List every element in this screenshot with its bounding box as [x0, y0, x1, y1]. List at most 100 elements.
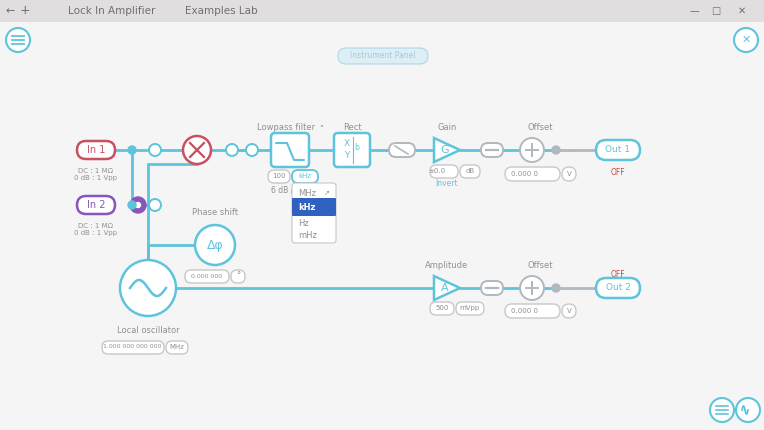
Circle shape	[520, 276, 544, 300]
Circle shape	[736, 398, 760, 422]
FancyBboxPatch shape	[596, 278, 640, 298]
Text: Out 2: Out 2	[606, 283, 630, 292]
FancyBboxPatch shape	[430, 165, 458, 178]
Text: Amplitude: Amplitude	[426, 261, 468, 270]
FancyBboxPatch shape	[481, 281, 503, 295]
FancyBboxPatch shape	[102, 341, 164, 354]
Text: dB: dB	[465, 168, 474, 174]
Text: DC : 1 MΩ: DC : 1 MΩ	[79, 223, 114, 229]
Text: 0.000 0: 0.000 0	[512, 308, 539, 314]
FancyBboxPatch shape	[596, 140, 640, 160]
Text: kHz: kHz	[299, 173, 312, 179]
Circle shape	[6, 28, 30, 52]
Circle shape	[246, 144, 258, 156]
Text: ±0.0: ±0.0	[429, 168, 445, 174]
Text: Phase shift: Phase shift	[192, 208, 238, 217]
Circle shape	[552, 146, 560, 154]
FancyBboxPatch shape	[292, 198, 336, 216]
Circle shape	[183, 136, 211, 164]
Text: In 2: In 2	[87, 200, 105, 210]
FancyBboxPatch shape	[505, 304, 560, 318]
FancyBboxPatch shape	[292, 183, 336, 243]
Text: Gain: Gain	[437, 123, 457, 132]
Circle shape	[710, 398, 734, 422]
Text: A: A	[441, 283, 448, 293]
FancyBboxPatch shape	[334, 133, 370, 167]
Text: 1.000 000 000 000: 1.000 000 000 000	[103, 344, 161, 350]
FancyBboxPatch shape	[389, 143, 415, 157]
Text: 0 dB : 1 Vpp: 0 dB : 1 Vpp	[75, 175, 118, 181]
Text: Instrument Panel: Instrument Panel	[350, 52, 416, 61]
FancyBboxPatch shape	[268, 170, 290, 183]
Text: Lock In Amplifier: Lock In Amplifier	[68, 6, 155, 16]
Text: 100: 100	[272, 173, 286, 179]
FancyBboxPatch shape	[77, 196, 115, 214]
FancyBboxPatch shape	[481, 143, 503, 157]
Text: Offset: Offset	[527, 123, 552, 132]
Text: 0.000 000: 0.000 000	[192, 273, 222, 279]
Text: □: □	[711, 6, 720, 16]
FancyBboxPatch shape	[166, 341, 188, 354]
Text: Rect: Rect	[343, 123, 361, 132]
Text: In 1: In 1	[87, 145, 105, 155]
Text: mHz: mHz	[298, 231, 317, 240]
Text: 0.000 0: 0.000 0	[512, 171, 539, 177]
FancyBboxPatch shape	[231, 270, 245, 283]
Text: G: G	[441, 145, 449, 155]
FancyBboxPatch shape	[77, 141, 115, 159]
Text: OFF: OFF	[610, 168, 625, 177]
Text: DC : 1 MΩ: DC : 1 MΩ	[79, 168, 114, 174]
Text: OFF: OFF	[610, 270, 625, 279]
Circle shape	[552, 284, 560, 292]
Text: mVpp: mVpp	[460, 305, 480, 311]
Text: —: —	[689, 6, 699, 16]
Circle shape	[130, 197, 146, 213]
Text: Examples Lab: Examples Lab	[185, 6, 257, 16]
Text: V: V	[567, 171, 571, 177]
Circle shape	[734, 28, 758, 52]
Text: X: X	[344, 139, 350, 148]
Circle shape	[135, 203, 141, 208]
Circle shape	[128, 146, 136, 154]
Circle shape	[520, 138, 544, 162]
Text: 6 dB /: 6 dB /	[271, 185, 293, 194]
FancyBboxPatch shape	[292, 170, 318, 183]
Text: MHz: MHz	[170, 344, 184, 350]
Text: Invert: Invert	[435, 178, 458, 187]
FancyBboxPatch shape	[338, 48, 428, 64]
Circle shape	[195, 225, 235, 265]
FancyBboxPatch shape	[456, 302, 484, 315]
Text: ✕: ✕	[738, 6, 746, 16]
Text: Lowpass filter  ᵃ: Lowpass filter ᵃ	[257, 123, 323, 132]
Text: ←: ←	[5, 6, 15, 16]
Text: Δφ: Δφ	[206, 239, 223, 252]
FancyBboxPatch shape	[430, 302, 454, 315]
Circle shape	[149, 199, 161, 211]
Text: ✕: ✕	[741, 35, 751, 45]
Text: MHz: MHz	[298, 188, 316, 197]
Text: b: b	[354, 144, 359, 153]
FancyBboxPatch shape	[185, 270, 229, 283]
Text: Out 1: Out 1	[606, 145, 630, 154]
Text: Y: Y	[345, 151, 350, 160]
Circle shape	[226, 144, 238, 156]
Text: Local oscillator: Local oscillator	[117, 326, 180, 335]
FancyBboxPatch shape	[460, 165, 480, 178]
FancyBboxPatch shape	[271, 133, 309, 167]
Text: °: °	[236, 271, 240, 280]
Text: ↗: ↗	[324, 190, 330, 196]
Text: V: V	[567, 308, 571, 314]
Circle shape	[120, 260, 176, 316]
Text: Hz: Hz	[298, 218, 309, 227]
Text: kHz: kHz	[298, 203, 316, 212]
Text: 0 dB : 1 Vpp: 0 dB : 1 Vpp	[75, 230, 118, 236]
Circle shape	[128, 201, 136, 209]
FancyBboxPatch shape	[505, 167, 560, 181]
Circle shape	[149, 144, 161, 156]
FancyBboxPatch shape	[562, 167, 576, 181]
Text: +: +	[20, 4, 31, 18]
Text: 500: 500	[435, 305, 448, 311]
Polygon shape	[434, 276, 460, 300]
FancyBboxPatch shape	[0, 0, 764, 22]
Text: Offset: Offset	[527, 261, 552, 270]
